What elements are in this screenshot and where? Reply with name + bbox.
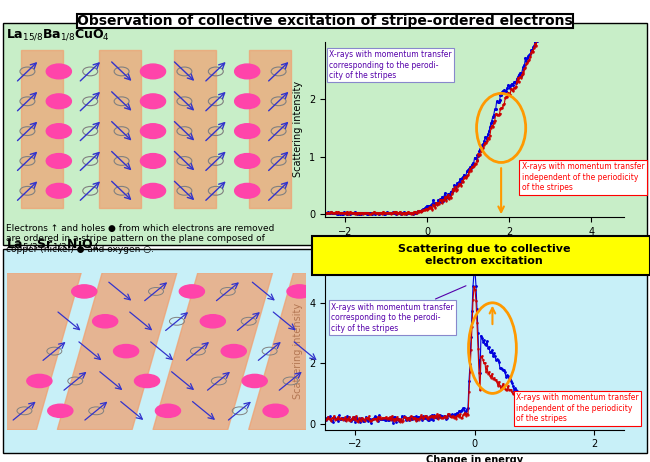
Polygon shape — [57, 273, 177, 430]
Text: Scattering due to collective
electron excitation: Scattering due to collective electron ex… — [398, 244, 571, 266]
Circle shape — [140, 64, 166, 79]
Circle shape — [46, 183, 72, 198]
Text: X-rays with momentum transfer
corresponding to the perodi-
city of the stripes: X-rays with momentum transfer correspond… — [331, 286, 466, 333]
Y-axis label: Scattering intensity: Scattering intensity — [293, 81, 304, 177]
Circle shape — [263, 404, 288, 417]
Circle shape — [235, 64, 260, 79]
Text: X-rays with momentum transfer
corresponding to the perodi-
city of the stripes: X-rays with momentum transfer correspond… — [329, 50, 452, 80]
Text: X-rays with momentum transfer
independent of the periodicity
of the stripes: X-rays with momentum transfer independen… — [521, 163, 644, 192]
Circle shape — [114, 345, 138, 358]
Circle shape — [140, 153, 166, 168]
Circle shape — [140, 94, 166, 109]
Circle shape — [242, 374, 267, 388]
FancyBboxPatch shape — [99, 50, 141, 208]
Polygon shape — [0, 273, 81, 430]
Circle shape — [287, 285, 312, 298]
FancyBboxPatch shape — [174, 50, 216, 208]
Circle shape — [46, 124, 72, 139]
Circle shape — [46, 94, 72, 109]
X-axis label: Change in energy: Change in energy — [426, 243, 523, 252]
X-axis label: Change in energy: Change in energy — [426, 455, 523, 462]
Circle shape — [308, 315, 333, 328]
Circle shape — [135, 374, 160, 388]
Text: La$_{15/8}$Ba$_{1/8}$CuO$_{4}$: La$_{15/8}$Ba$_{1/8}$CuO$_{4}$ — [6, 27, 110, 42]
Y-axis label: Scattering intensity: Scattering intensity — [293, 303, 304, 399]
Circle shape — [140, 183, 166, 198]
Text: La$_{5/3}$Sr$_{1/3}$NiO$_{4}$: La$_{5/3}$Sr$_{1/3}$NiO$_{4}$ — [6, 236, 99, 252]
FancyBboxPatch shape — [249, 50, 291, 208]
Polygon shape — [153, 273, 272, 430]
Circle shape — [221, 345, 246, 358]
Circle shape — [235, 124, 260, 139]
Circle shape — [72, 285, 97, 298]
Circle shape — [179, 285, 205, 298]
Circle shape — [46, 64, 72, 79]
Polygon shape — [249, 273, 369, 430]
Circle shape — [155, 404, 181, 417]
Circle shape — [46, 153, 72, 168]
Circle shape — [92, 315, 118, 328]
Text: Electrons ↑ and holes ● from which electrons are removed
are ordered in a stripe: Electrons ↑ and holes ● from which elect… — [6, 224, 275, 254]
Circle shape — [140, 124, 166, 139]
Circle shape — [47, 404, 73, 417]
FancyBboxPatch shape — [21, 50, 63, 208]
Circle shape — [27, 374, 52, 388]
Circle shape — [200, 315, 226, 328]
Circle shape — [235, 94, 260, 109]
Circle shape — [235, 183, 260, 198]
Circle shape — [235, 153, 260, 168]
Text: X-rays with momentum transfer
independent of the periodicity
of the stripes: X-rays with momentum transfer independen… — [516, 394, 639, 423]
Text: Observation of collective excitation of stripe-ordered electrons: Observation of collective excitation of … — [77, 14, 573, 28]
